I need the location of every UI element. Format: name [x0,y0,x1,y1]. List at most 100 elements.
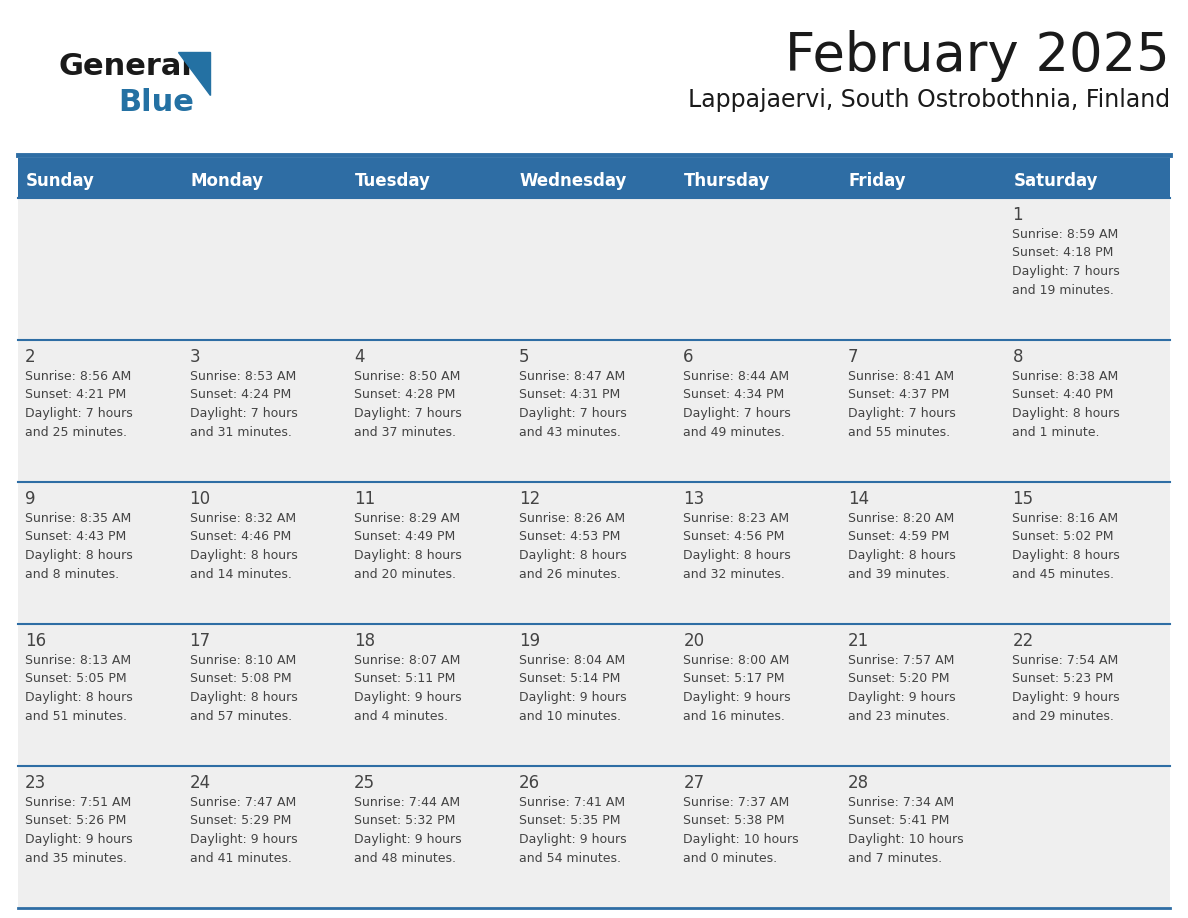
Text: Daylight: 7 hours: Daylight: 7 hours [683,407,791,420]
Text: Sunset: 5:35 PM: Sunset: 5:35 PM [519,814,620,827]
Text: and 41 minutes.: and 41 minutes. [190,852,291,865]
Text: Sunset: 5:26 PM: Sunset: 5:26 PM [25,814,126,827]
Text: and 29 minutes.: and 29 minutes. [1012,710,1114,722]
Text: Sunrise: 8:53 AM: Sunrise: 8:53 AM [190,370,296,383]
Text: and 54 minutes.: and 54 minutes. [519,852,620,865]
Text: 25: 25 [354,774,375,792]
Text: and 14 minutes.: and 14 minutes. [190,567,291,580]
Text: Sunrise: 8:44 AM: Sunrise: 8:44 AM [683,370,789,383]
Text: Sunset: 5:29 PM: Sunset: 5:29 PM [190,814,291,827]
Text: 10: 10 [190,490,210,508]
Text: and 37 minutes.: and 37 minutes. [354,426,456,439]
Text: and 48 minutes.: and 48 minutes. [354,852,456,865]
Text: Sunrise: 8:00 AM: Sunrise: 8:00 AM [683,654,790,667]
Text: Blue: Blue [118,88,194,117]
Text: and 55 minutes.: and 55 minutes. [848,426,950,439]
Text: Sunrise: 7:47 AM: Sunrise: 7:47 AM [190,796,296,809]
Text: 20: 20 [683,632,704,650]
Text: 28: 28 [848,774,868,792]
Text: Daylight: 7 hours: Daylight: 7 hours [1012,265,1120,278]
Text: 1: 1 [1012,206,1023,224]
Text: 21: 21 [848,632,870,650]
Text: and 10 minutes.: and 10 minutes. [519,710,620,722]
Text: and 39 minutes.: and 39 minutes. [848,567,949,580]
Text: Daylight: 10 hours: Daylight: 10 hours [683,833,798,846]
Text: 9: 9 [25,490,36,508]
Text: 16: 16 [25,632,46,650]
Text: Wednesday: Wednesday [519,172,627,190]
Text: Sunrise: 8:07 AM: Sunrise: 8:07 AM [354,654,461,667]
Text: Sunrise: 7:57 AM: Sunrise: 7:57 AM [848,654,954,667]
Text: Sunset: 5:08 PM: Sunset: 5:08 PM [190,673,291,686]
Text: Daylight: 7 hours: Daylight: 7 hours [190,407,297,420]
Text: Sunset: 4:43 PM: Sunset: 4:43 PM [25,531,126,543]
Text: Sunrise: 8:32 AM: Sunrise: 8:32 AM [190,512,296,525]
Text: Sunrise: 7:54 AM: Sunrise: 7:54 AM [1012,654,1119,667]
Text: Sunset: 5:05 PM: Sunset: 5:05 PM [25,673,127,686]
Text: 27: 27 [683,774,704,792]
Text: 4: 4 [354,348,365,366]
Text: and 31 minutes.: and 31 minutes. [190,426,291,439]
Text: Daylight: 8 hours: Daylight: 8 hours [354,549,462,562]
Text: and 32 minutes.: and 32 minutes. [683,567,785,580]
Text: and 23 minutes.: and 23 minutes. [848,710,949,722]
Text: Daylight: 9 hours: Daylight: 9 hours [519,833,626,846]
Text: Sunrise: 8:20 AM: Sunrise: 8:20 AM [848,512,954,525]
Text: Sunrise: 8:41 AM: Sunrise: 8:41 AM [848,370,954,383]
Text: and 51 minutes.: and 51 minutes. [25,710,127,722]
Text: Daylight: 9 hours: Daylight: 9 hours [519,691,626,704]
Text: Sunrise: 8:10 AM: Sunrise: 8:10 AM [190,654,296,667]
Text: Sunset: 4:46 PM: Sunset: 4:46 PM [190,531,291,543]
Text: Daylight: 7 hours: Daylight: 7 hours [25,407,133,420]
Text: February 2025: February 2025 [785,30,1170,82]
Text: and 20 minutes.: and 20 minutes. [354,567,456,580]
Text: Daylight: 7 hours: Daylight: 7 hours [848,407,955,420]
Text: 11: 11 [354,490,375,508]
Text: and 1 minute.: and 1 minute. [1012,426,1100,439]
Text: Daylight: 8 hours: Daylight: 8 hours [25,549,133,562]
Text: Sunrise: 8:16 AM: Sunrise: 8:16 AM [1012,512,1119,525]
Text: Sunset: 4:21 PM: Sunset: 4:21 PM [25,388,126,401]
Text: and 16 minutes.: and 16 minutes. [683,710,785,722]
Text: Sunrise: 8:56 AM: Sunrise: 8:56 AM [25,370,131,383]
Text: and 49 minutes.: and 49 minutes. [683,426,785,439]
Text: and 45 minutes.: and 45 minutes. [1012,567,1114,580]
Text: Daylight: 9 hours: Daylight: 9 hours [683,691,791,704]
Text: 8: 8 [1012,348,1023,366]
Text: Sunrise: 8:23 AM: Sunrise: 8:23 AM [683,512,789,525]
Text: and 57 minutes.: and 57 minutes. [190,710,292,722]
Text: Daylight: 10 hours: Daylight: 10 hours [848,833,963,846]
Text: General: General [58,52,192,81]
Text: and 25 minutes.: and 25 minutes. [25,426,127,439]
Text: 18: 18 [354,632,375,650]
Text: Daylight: 9 hours: Daylight: 9 hours [1012,691,1120,704]
Text: Sunrise: 8:47 AM: Sunrise: 8:47 AM [519,370,625,383]
Text: Sunset: 4:49 PM: Sunset: 4:49 PM [354,531,455,543]
Text: Daylight: 9 hours: Daylight: 9 hours [848,691,955,704]
Text: Sunrise: 7:37 AM: Sunrise: 7:37 AM [683,796,790,809]
Text: Sunrise: 8:26 AM: Sunrise: 8:26 AM [519,512,625,525]
Text: Daylight: 7 hours: Daylight: 7 hours [519,407,626,420]
Text: Sunset: 5:17 PM: Sunset: 5:17 PM [683,673,785,686]
Text: Daylight: 8 hours: Daylight: 8 hours [190,691,297,704]
Text: Sunset: 5:02 PM: Sunset: 5:02 PM [1012,531,1114,543]
Text: Sunrise: 8:38 AM: Sunrise: 8:38 AM [1012,370,1119,383]
Text: 3: 3 [190,348,201,366]
Text: Daylight: 9 hours: Daylight: 9 hours [190,833,297,846]
Text: Daylight: 8 hours: Daylight: 8 hours [190,549,297,562]
Text: Sunset: 5:41 PM: Sunset: 5:41 PM [848,814,949,827]
Text: Saturday: Saturday [1013,172,1098,190]
Text: Sunset: 4:59 PM: Sunset: 4:59 PM [848,531,949,543]
Text: 7: 7 [848,348,859,366]
Text: 23: 23 [25,774,46,792]
Text: 13: 13 [683,490,704,508]
Text: Daylight: 8 hours: Daylight: 8 hours [1012,407,1120,420]
Text: and 35 minutes.: and 35 minutes. [25,852,127,865]
Text: Daylight: 9 hours: Daylight: 9 hours [354,833,462,846]
Bar [18,198,1170,340]
Text: 15: 15 [1012,490,1034,508]
Text: Sunrise: 8:50 AM: Sunrise: 8:50 AM [354,370,461,383]
Bar [18,624,1170,766]
Text: 24: 24 [190,774,210,792]
Text: Sunrise: 7:44 AM: Sunrise: 7:44 AM [354,796,460,809]
